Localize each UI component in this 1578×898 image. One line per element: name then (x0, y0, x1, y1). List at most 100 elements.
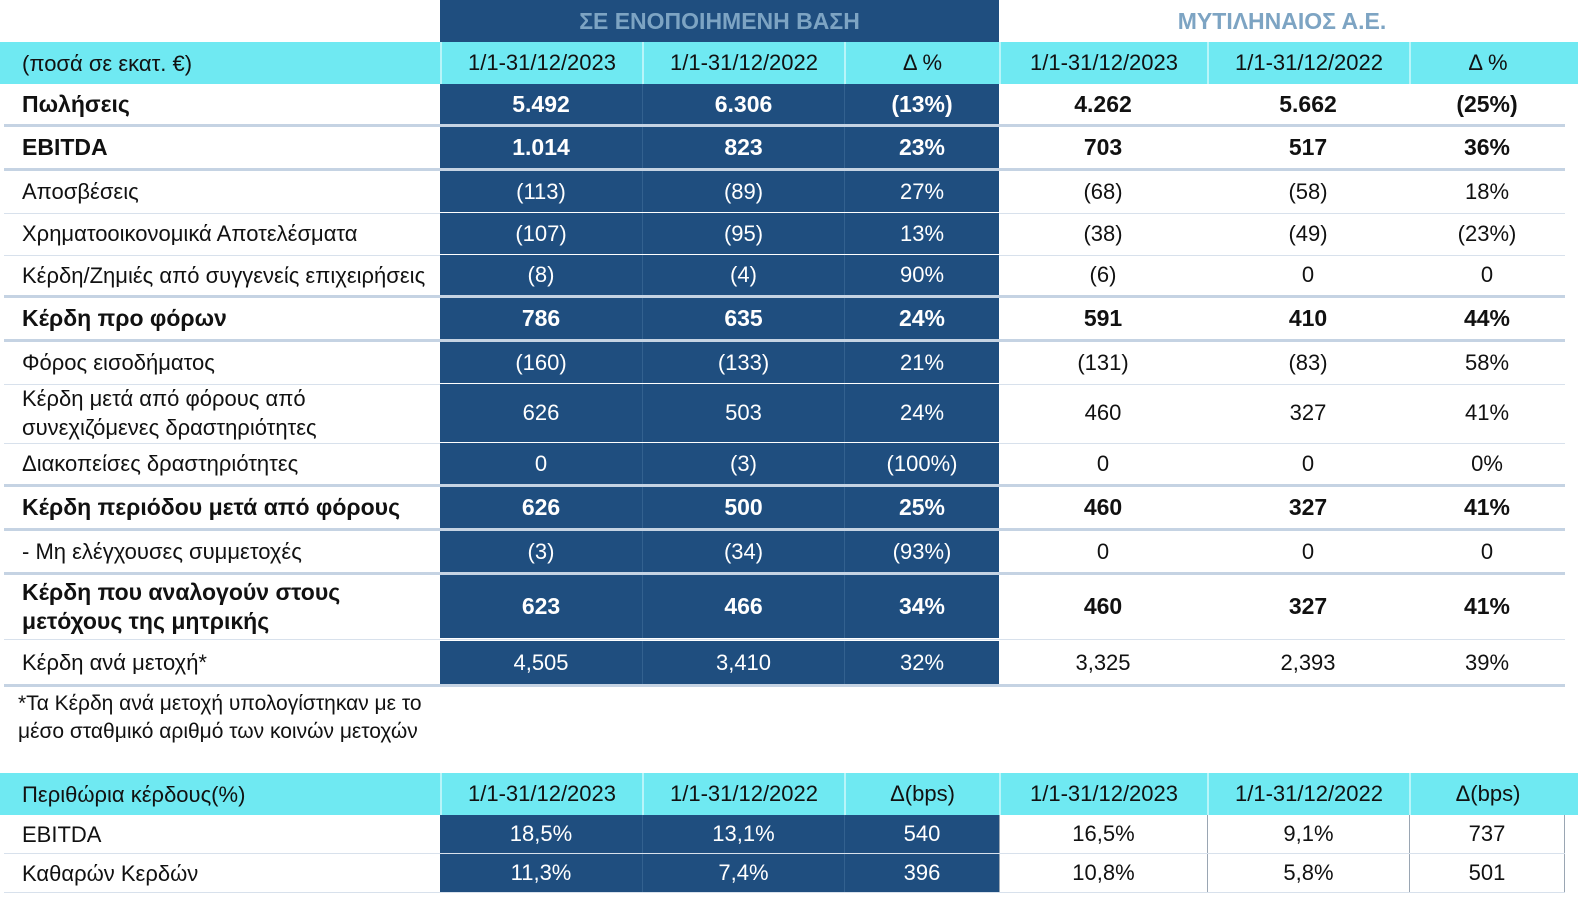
col-header: 1/1-31/12/2022 (1207, 42, 1409, 84)
table-cell: 90% (844, 255, 999, 295)
row-divider (4, 684, 1565, 687)
row-label: - Μη ελέγχουσες συμμετοχές (22, 539, 302, 564)
row-divider (4, 484, 1565, 487)
table-cell: 327 (1289, 400, 1327, 425)
table-cell: 36% (1463, 134, 1511, 160)
col-header: 1/1-31/12/2023 (440, 773, 642, 815)
table-cell: 3,325 (1075, 649, 1131, 675)
col-header: 1/1-31/12/2022 (1207, 773, 1409, 815)
table-cell: (6) (1089, 262, 1117, 287)
col-header: 1/1-31/12/2023 (440, 42, 642, 84)
table-cell: 786 (440, 298, 642, 339)
table-cell: 0 (1480, 538, 1494, 564)
row-label: Κέρδη προ φόρων (22, 305, 227, 331)
row-divider (4, 124, 1565, 127)
table-cell: (83) (1288, 349, 1328, 375)
table-cell: 327 (1288, 494, 1328, 520)
table-cell: (25%) (1456, 90, 1518, 117)
row-label: Κέρδη/Ζημιές από συγγενείς επιχειρήσεις (22, 262, 426, 288)
table-cell: 5.662 (1279, 90, 1337, 117)
row-divider (4, 853, 1565, 854)
table-cell: (100%) (844, 443, 999, 484)
col-header: 1/1-31/12/2022 (642, 42, 844, 84)
table-cell: 2,393 (1280, 649, 1336, 675)
row-label: Κέρδη μετά από φόρους από συνεχιζόμενες … (22, 386, 317, 440)
table-cell: (23%) (1457, 220, 1517, 246)
table-cell: 11,3% (440, 854, 642, 892)
table-cell: (113) (440, 171, 642, 212)
table-cell: 41% (1464, 400, 1510, 425)
table-cell: 623 (440, 575, 642, 638)
table-cell: (34) (642, 531, 844, 572)
row-divider (4, 892, 1565, 893)
col-header: 1/1-31/12/2023 (999, 773, 1207, 815)
table-row: Φόρος εισοδήματος (160) (133) 21% (131) (83) 5… (0, 342, 1578, 383)
table-cell: 0 (1301, 262, 1315, 287)
table-cell: 7,4% (642, 854, 844, 892)
table-cell: 5.492 (440, 84, 642, 124)
table-cell: 591 (1083, 305, 1123, 331)
table-cell: 5,8% (1207, 854, 1409, 892)
table-cell: (13%) (844, 84, 999, 124)
table-cell: 823 (642, 127, 844, 168)
table-cell: 0 (1480, 262, 1494, 287)
table-cell: (93%) (844, 531, 999, 572)
table-cell: 18,5% (440, 815, 642, 853)
table-cell: (38) (1083, 220, 1123, 246)
table-cell: 23% (844, 127, 999, 168)
header-row: (ποσά σε εκατ. €) 1/1-31/12/2023 1/1-31/… (0, 42, 1578, 84)
table-cell: 0% (1471, 450, 1503, 476)
table-cell: 32% (844, 641, 999, 684)
table-cell: 10,8% (999, 854, 1207, 892)
table-cell: (133) (642, 342, 844, 383)
table-cell: 9,1% (1207, 815, 1409, 853)
row-label: Φόρος εισοδήματος (22, 350, 215, 375)
table-cell: 0 (1096, 538, 1110, 564)
col-header: Δ % (844, 42, 999, 84)
col-header: Δ(bps) (844, 773, 999, 815)
table-cell: 703 (1083, 134, 1123, 160)
margins-label: Περιθώρια κέρδους(%) (22, 781, 246, 807)
table-row: Πωλήσεις 5.492 6.306 (13%) 4.262 5.662 (25%) (0, 84, 1578, 124)
row-label: EBITDA (22, 821, 102, 847)
row-divider (4, 639, 1565, 640)
table-cell: 503 (642, 384, 844, 442)
table-cell: (160) (440, 342, 642, 383)
table-cell: 27% (844, 171, 999, 212)
row-label: Αποσβέσεις (22, 179, 139, 204)
row-label: Κέρδη που αναλογούν στους μετόχους της μ… (22, 578, 341, 634)
table-cell: 34% (844, 575, 999, 638)
table-cell: (8) (440, 255, 642, 295)
table-cell: 41% (1463, 494, 1511, 520)
table-cell: (107) (440, 213, 642, 254)
table-row: EBITDA 1.014 823 23% 703 517 36% (0, 127, 1578, 168)
table-cell: 626 (440, 384, 642, 442)
table-cell: (89) (642, 171, 844, 212)
table-cell: 737 (1409, 815, 1565, 853)
margin-row: EBITDA 18,5% 13,1% 540 16,5% 9,1% 737 (0, 815, 1578, 853)
col-header: Δ % (1409, 42, 1565, 84)
table-cell: 0 (440, 443, 642, 484)
table-cell: 4,505 (440, 641, 642, 684)
row-label: Πωλήσεις (22, 90, 130, 117)
table-cell: (58) (1288, 178, 1328, 204)
col-header: 1/1-31/12/2022 (642, 773, 844, 815)
table-row: Κέρδη/Ζημιές από συγγενείς επιχειρήσεις (… (0, 255, 1578, 295)
table-cell: 6.306 (642, 84, 844, 124)
table-cell: 501 (1409, 854, 1565, 892)
table-cell: 3,410 (642, 641, 844, 684)
row-label: Διακοπείσες δραστηριότητες (22, 451, 299, 476)
row-label: Κέρδη περιόδου μετά από φόρους (22, 494, 401, 520)
table-cell: 460 (1084, 400, 1122, 425)
table-cell: 396 (844, 854, 999, 892)
table-cell: (95) (642, 213, 844, 254)
table-cell: 1.014 (440, 127, 642, 168)
table-cell: 24% (844, 384, 999, 442)
table-cell: 500 (642, 487, 844, 528)
table-cell: 460 (1083, 593, 1123, 619)
table-cell: 0 (1301, 450, 1315, 476)
table-row: Κέρδη περιόδου μετά από φόρους 626 500 25% 4… (0, 487, 1578, 528)
table-cell: 44% (1463, 305, 1511, 331)
consolidated-title: ΣΕ ΕΝΟΠΟΙΗΜΕΝΗ ΒΑΣΗ (440, 0, 999, 42)
row-label: Καθαρών Κερδών (22, 860, 199, 886)
